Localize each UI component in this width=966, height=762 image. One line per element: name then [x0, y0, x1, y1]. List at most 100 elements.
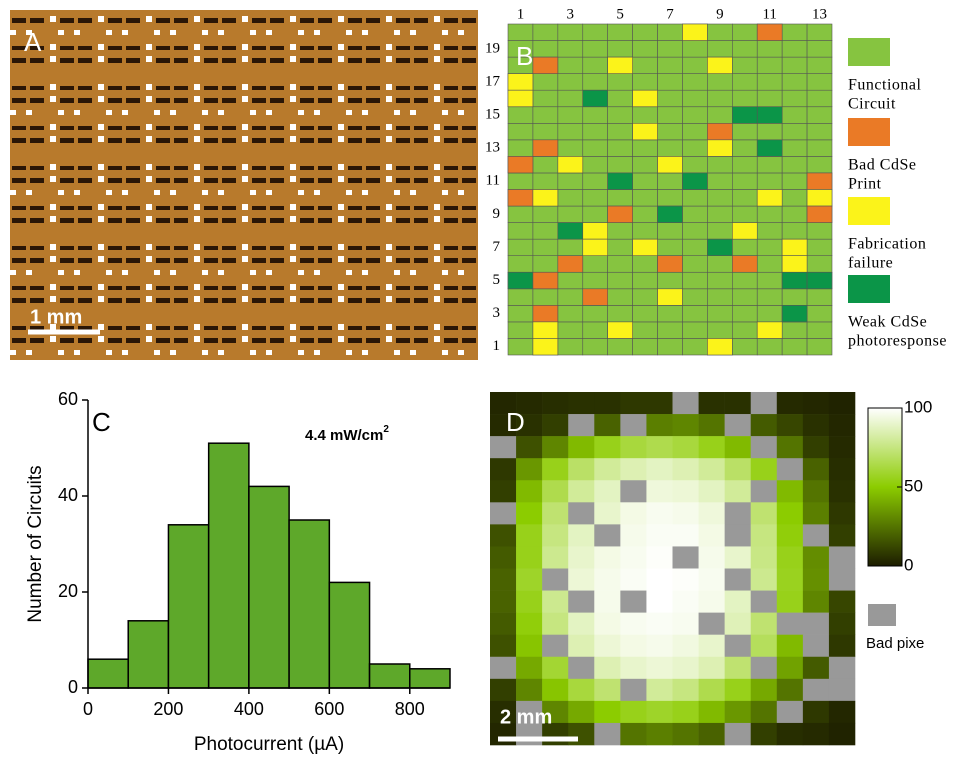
cell-background — [806, 321, 833, 339]
pixel — [828, 480, 856, 503]
cell-background — [707, 73, 733, 91]
pixel — [542, 590, 569, 613]
cell-background — [756, 305, 783, 323]
cell — [732, 222, 758, 240]
pixel — [490, 436, 517, 459]
cell-background — [806, 338, 833, 356]
legend-swatch — [848, 197, 890, 225]
cell-background — [607, 305, 633, 323]
circuit-photo — [10, 10, 478, 360]
y-tick-label: 60 — [58, 389, 78, 409]
pixel — [776, 678, 804, 702]
cell-background — [607, 106, 633, 124]
pixel — [568, 700, 595, 724]
cell-background — [607, 89, 633, 108]
cell — [507, 189, 534, 207]
pixel — [568, 568, 595, 591]
cell-background — [682, 255, 708, 273]
cell — [657, 205, 683, 223]
cell — [582, 288, 608, 306]
cell-background — [632, 305, 658, 323]
pixel — [542, 502, 569, 525]
pixel — [724, 392, 752, 415]
cell — [507, 156, 534, 174]
cell — [632, 238, 658, 256]
cell-background — [756, 338, 783, 356]
pixel — [802, 502, 830, 525]
cell-background — [632, 139, 658, 157]
cell-background — [557, 56, 584, 74]
cell-background — [557, 139, 584, 157]
cell — [806, 205, 833, 223]
pixel — [776, 458, 804, 481]
pixel — [646, 480, 673, 503]
cell-background — [806, 288, 833, 306]
pixel — [802, 612, 830, 635]
cell-background — [806, 56, 833, 74]
pixel — [750, 480, 778, 503]
pixel — [646, 568, 673, 591]
cell-background — [532, 123, 559, 141]
cell — [582, 222, 608, 240]
pixel — [646, 458, 673, 481]
pixel — [672, 568, 699, 591]
pixel — [490, 656, 517, 680]
cell — [781, 238, 808, 256]
pixel — [724, 568, 752, 591]
x-tick-label: 600 — [314, 699, 344, 719]
pixel — [698, 436, 725, 459]
cell-background — [657, 172, 683, 190]
pixel — [776, 568, 804, 591]
cell-background — [632, 40, 658, 58]
pixel — [802, 700, 830, 724]
pixel — [646, 392, 673, 415]
cell-background — [507, 305, 534, 323]
pixel — [542, 612, 569, 635]
cell — [607, 205, 633, 223]
cell — [657, 156, 683, 174]
cell-background — [682, 73, 708, 91]
cell-background — [532, 73, 559, 91]
cell-background — [557, 172, 584, 190]
pixel — [542, 656, 569, 680]
cell — [756, 139, 783, 157]
pixel — [750, 722, 778, 746]
cell-background — [657, 106, 683, 124]
legend-swatch — [848, 118, 890, 146]
pixel — [724, 524, 752, 547]
cell-background — [557, 40, 584, 58]
cell-background — [707, 172, 733, 190]
cell-background — [607, 288, 633, 306]
cell-background — [582, 56, 608, 74]
cell-background — [532, 89, 559, 108]
y-tick-label: 5 — [493, 272, 501, 288]
pixel — [828, 458, 856, 481]
pixel — [698, 722, 725, 746]
cell-background — [557, 73, 584, 91]
pixel — [646, 722, 673, 746]
pixel — [516, 480, 543, 503]
cell-background — [532, 23, 559, 41]
pixel — [724, 458, 752, 481]
cell-background — [781, 106, 808, 124]
pixel — [620, 524, 647, 547]
pixel — [594, 678, 621, 702]
pixel — [646, 634, 673, 658]
pixel — [620, 480, 647, 503]
cell — [582, 89, 608, 108]
pixel — [672, 722, 699, 746]
cell-background — [806, 106, 833, 124]
pixel — [672, 480, 699, 503]
pixel — [594, 568, 621, 591]
pixel — [490, 700, 517, 724]
y-tick-label: 7 — [493, 239, 501, 255]
cell-background — [532, 172, 559, 190]
cell — [781, 305, 808, 323]
pixel — [620, 392, 647, 415]
cell-background — [707, 205, 733, 223]
pixel — [828, 678, 856, 702]
cell-background — [756, 271, 783, 290]
pixel — [828, 546, 856, 569]
pixel — [516, 700, 543, 724]
cell-background — [657, 338, 683, 356]
